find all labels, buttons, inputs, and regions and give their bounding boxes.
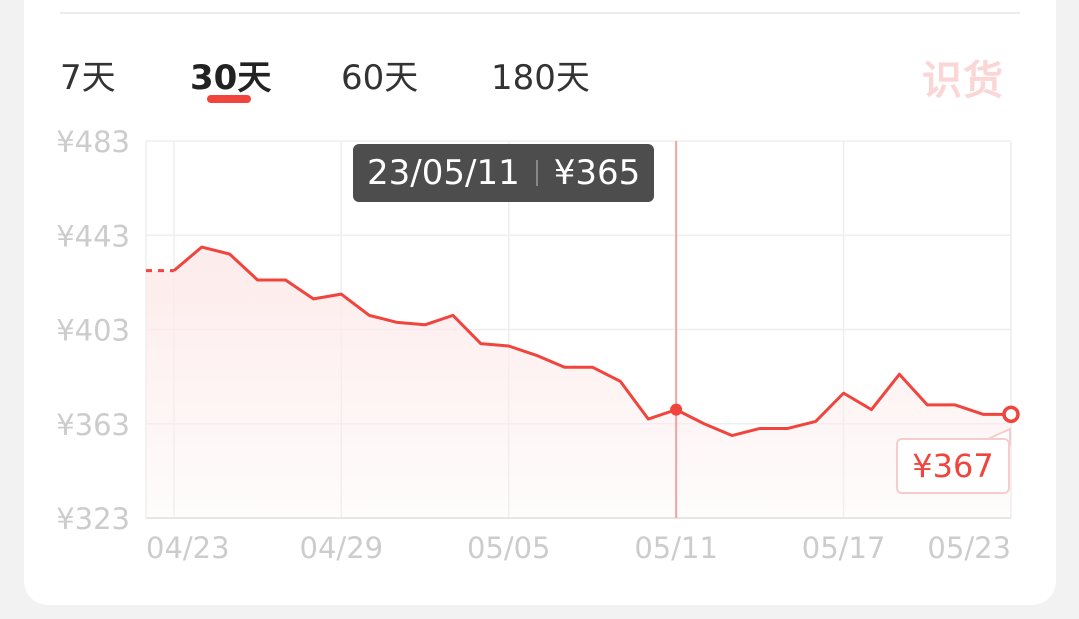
active-tab-indicator [207, 95, 251, 103]
y-tick-label: ¥443 [56, 219, 130, 253]
x-tick-label: 04/29 [300, 531, 384, 565]
x-tick-label: 05/17 [802, 531, 886, 565]
tooltip-separator [535, 160, 538, 186]
tab-7-days[interactable]: 7天 [60, 58, 116, 98]
top-divider [60, 12, 1020, 14]
x-tick-label: 04/23 [146, 531, 230, 565]
y-tick-label: ¥483 [56, 125, 130, 159]
tooltip-date: 23/05/11 [367, 153, 520, 193]
y-tick-label: ¥403 [56, 314, 130, 348]
tab-30-days[interactable]: 30天 [190, 58, 272, 98]
y-tick-label: ¥323 [56, 502, 130, 536]
latest-price-point [1002, 405, 1020, 424]
tab-60-days[interactable]: 60天 [341, 58, 419, 98]
price-line [172, 245, 1011, 438]
highlight-point [670, 403, 683, 416]
x-tick-label: 05/23 [927, 531, 1011, 565]
x-tick-label: 05/05 [467, 531, 551, 565]
shihuo-logo: 识货 [922, 58, 1004, 104]
latest-price-badge: ¥367 [896, 438, 1010, 494]
y-tick-label: ¥363 [56, 408, 130, 442]
price-tooltip: 23/05/11 ¥365 [353, 144, 655, 202]
price-area [146, 247, 1011, 518]
x-tick-label: 05/11 [634, 531, 718, 565]
tooltip-price: ¥365 [553, 153, 641, 193]
tab-180-days[interactable]: 180天 [491, 58, 590, 98]
